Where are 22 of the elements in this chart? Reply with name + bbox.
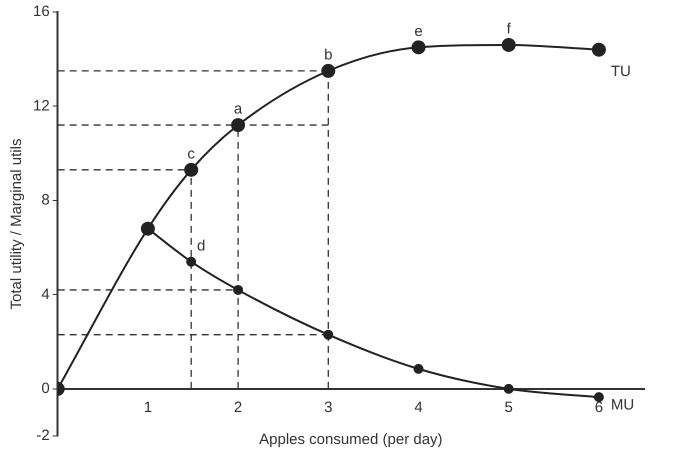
annotation: f (506, 20, 512, 38)
series-label: TU (610, 62, 631, 80)
annotation: c (187, 145, 196, 162)
y-tick-label: 8 (41, 192, 50, 209)
x-axis-title: Apples consumed (per day) (259, 431, 443, 448)
y-axis-title: Total utility / Marginal utils (8, 138, 26, 310)
y-tick-label: 0 (41, 380, 50, 398)
x-tick-label: 4 (414, 399, 423, 416)
y-tick-label: 16 (32, 3, 50, 20)
annotation: a (234, 100, 243, 118)
annotation: e (414, 22, 423, 40)
x-tick-label: 2 (234, 399, 242, 416)
y-tick-label: 12 (32, 97, 50, 114)
x-tick-label: 6 (594, 399, 604, 416)
x-tick-label: 5 (504, 399, 513, 416)
x-tick-label: 3 (324, 399, 332, 416)
y-tick-label: 4 (41, 286, 50, 303)
series-label: MU (610, 396, 634, 414)
x-tick-label: 1 (144, 399, 152, 416)
annotation: d (197, 237, 206, 254)
annotation: b (324, 46, 332, 64)
y-tick-label: -2 (36, 427, 50, 444)
